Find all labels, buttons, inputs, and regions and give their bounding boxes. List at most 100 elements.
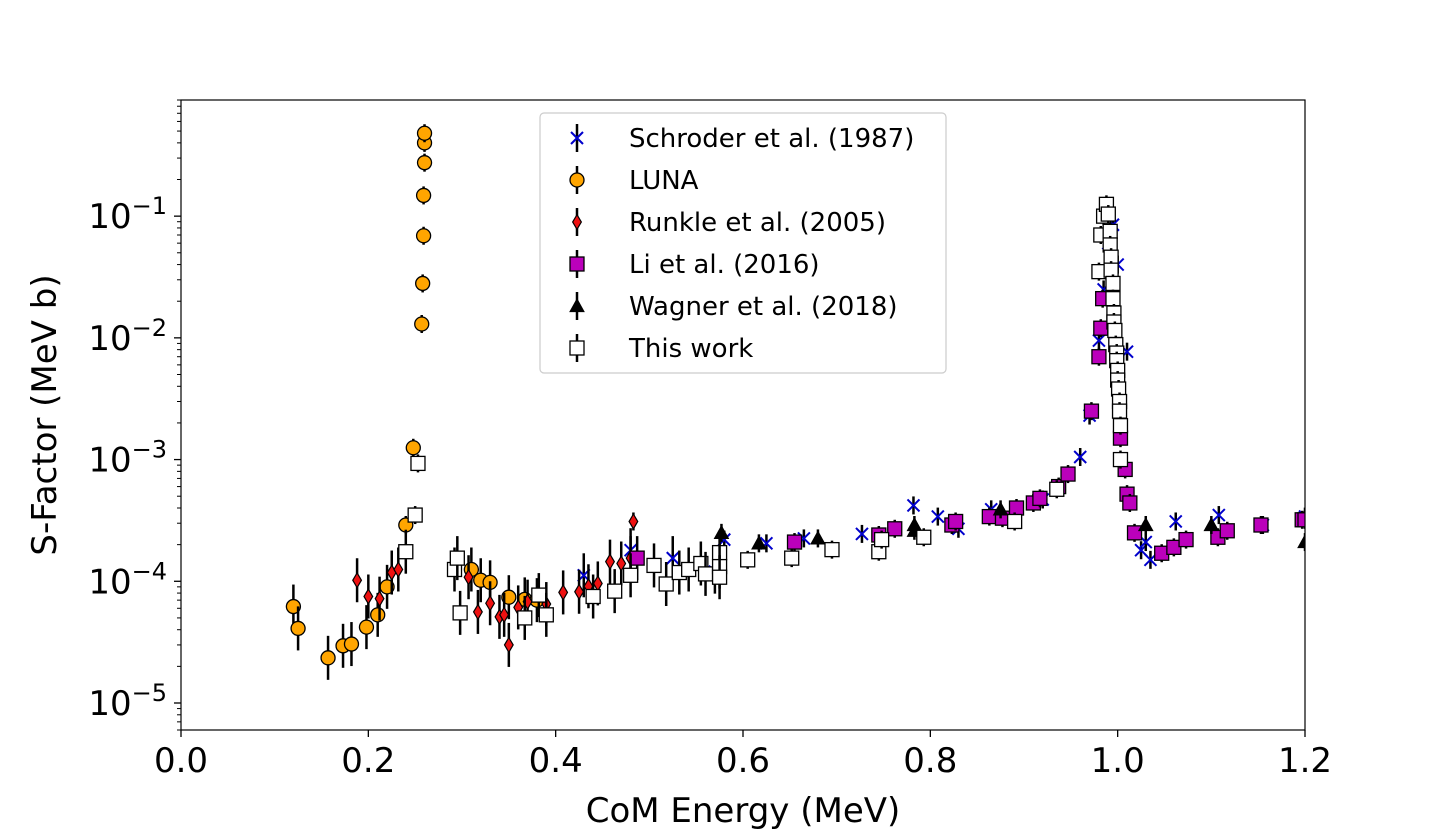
legend-label: LUNA [629,166,699,196]
legend-marker [570,131,584,145]
data-point [1111,403,1128,419]
data-point [855,527,869,541]
data-point [1203,516,1220,532]
data-point [697,566,714,582]
legend-marker [569,340,585,356]
data-point [1212,508,1226,522]
data-point [363,587,374,606]
x-tick-label: 0.0 [154,741,208,781]
data-point [616,554,627,573]
legend-marker [569,256,585,272]
y-tick-label: 10−1 [88,192,167,237]
data-point [472,603,483,621]
data-point [415,187,432,204]
data-point [358,619,375,635]
data-point [1060,466,1076,482]
data-point [374,590,385,608]
data-point [499,606,510,624]
data-point [407,507,423,523]
data-point [1083,403,1100,419]
data-point [531,587,547,603]
data-point [784,550,800,566]
x-axis: 0.0 0.2 0.4 0.6 0.8 1.0 1.2 [154,730,1332,781]
data-point [1091,349,1107,365]
data-point [415,228,432,244]
data-point [786,534,803,550]
data-point [1049,481,1065,497]
data-point [906,498,921,513]
data-point [824,541,840,558]
data-point [629,550,645,566]
data-point [585,588,601,605]
y-tick-label: 10−3 [88,436,167,481]
legend-marker [569,172,585,188]
data-point [503,636,514,654]
legend-item: Li et al. (2016) [569,250,820,280]
legend-item: LUNA [569,166,699,196]
data-point [622,567,639,583]
legend-marker [571,213,583,231]
data-point [1112,417,1129,434]
legend-label: Li et al. (2016) [629,250,820,280]
data-point [646,557,662,574]
y-tick-label: 10−4 [88,557,167,602]
data-point [628,512,639,531]
legend-label: Schroder et al. (1987) [629,124,914,154]
data-point [517,610,533,626]
data-point [414,316,430,332]
data-point [604,553,616,571]
data-point [416,155,433,171]
legend-label: Wagner et al. (2018) [629,292,898,322]
data-point [1092,333,1106,348]
data-point [1006,513,1023,530]
x-tick-label: 0.8 [903,741,957,781]
data-point [666,551,680,565]
data-point [810,530,826,545]
data-point [873,531,890,548]
data-point [485,594,496,612]
data-point [1137,516,1154,532]
legend-item: Wagner et al. (2018) [569,292,898,322]
series-2 [352,512,639,667]
legend-item: Schroder et al. (1987) [570,124,914,154]
data-point [1100,206,1116,222]
data-point [1219,523,1235,539]
data-point [1008,500,1025,516]
legend-marker [569,297,585,313]
x-tick-label: 0.6 [716,741,770,781]
data-point [398,544,414,560]
data-point [1105,290,1121,307]
data-point [574,583,585,601]
series-layer [285,124,1305,680]
data-point [405,440,421,456]
data-point [1093,320,1109,336]
data-point [449,550,465,566]
y-axis-label: S-Factor (MeV b) [25,274,65,555]
data-point [992,501,1009,516]
data-point [931,509,945,524]
data-point [1105,275,1121,292]
legend-item: This work [569,334,753,364]
legend-label: This work [628,334,753,364]
data-point [320,650,336,666]
data-point [916,529,932,545]
data-point [713,524,730,539]
data-point [370,607,386,623]
series-4 [713,500,1305,553]
series-5 [398,195,1129,640]
data-point [290,620,306,637]
data-point [947,513,964,530]
y-tick-label: 10−2 [88,314,167,359]
data-point [463,568,474,586]
legend: Schroder et al. (1987) LUNA Runkle et al. … [539,112,947,374]
data-point [1107,322,1123,339]
data-point [1073,450,1087,464]
data-point [452,605,468,621]
data-point [558,583,569,601]
data-point [1297,512,1305,528]
data-point [887,521,903,537]
legend-item: Runkle et al. (2005) [571,208,886,238]
data-point [981,508,997,525]
data-point [740,552,756,568]
